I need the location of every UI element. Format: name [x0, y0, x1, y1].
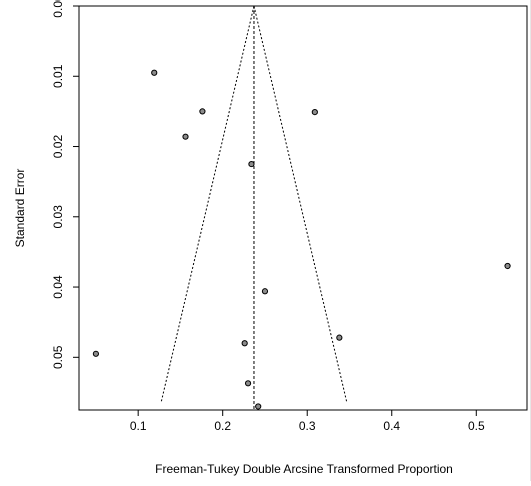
study-point: [261, 288, 269, 295]
study-point: [255, 403, 262, 410]
study-point: [241, 340, 248, 347]
study-point: [311, 108, 318, 116]
y-tick-label: 0.00: [51, 0, 65, 18]
y-tick-label: 0.02: [51, 135, 65, 159]
study-point: [199, 108, 206, 115]
y-axis-label: Standard Error: [13, 169, 27, 248]
x-tick-label: 0.2: [214, 419, 231, 433]
study-point: [504, 262, 511, 270]
study-point: [248, 160, 255, 168]
x-tick-label: 0.3: [299, 419, 316, 433]
plot-area-border: [78, 5, 528, 411]
x-axis: 0.1 0.2 0.3 0.4 0.5: [130, 410, 485, 433]
y-axis: 0.00 0.01 0.02 0.03 0.04 0.05: [51, 0, 79, 369]
study-point: [182, 133, 189, 140]
y-tick-label: 0.04: [51, 275, 65, 299]
y-tick-label: 0.05: [51, 345, 65, 369]
x-tick-label: 0.4: [383, 419, 400, 433]
x-tick-label: 0.1: [130, 419, 147, 433]
funnel-right-bound: [253, 5, 348, 404]
x-axis-label: Freeman-Tukey Double Arcsine Transformed…: [155, 462, 453, 476]
data-points: [92, 69, 511, 410]
funnel-lines: [160, 5, 348, 410]
study-point: [92, 350, 100, 357]
y-tick-label: 0.03: [51, 205, 65, 229]
funnel-left-bound: [160, 5, 255, 404]
study-point: [244, 380, 252, 387]
y-tick-label: 0.01: [51, 64, 65, 88]
study-point: [336, 334, 343, 341]
x-tick-label: 0.5: [468, 419, 485, 433]
study-point: [151, 69, 158, 76]
